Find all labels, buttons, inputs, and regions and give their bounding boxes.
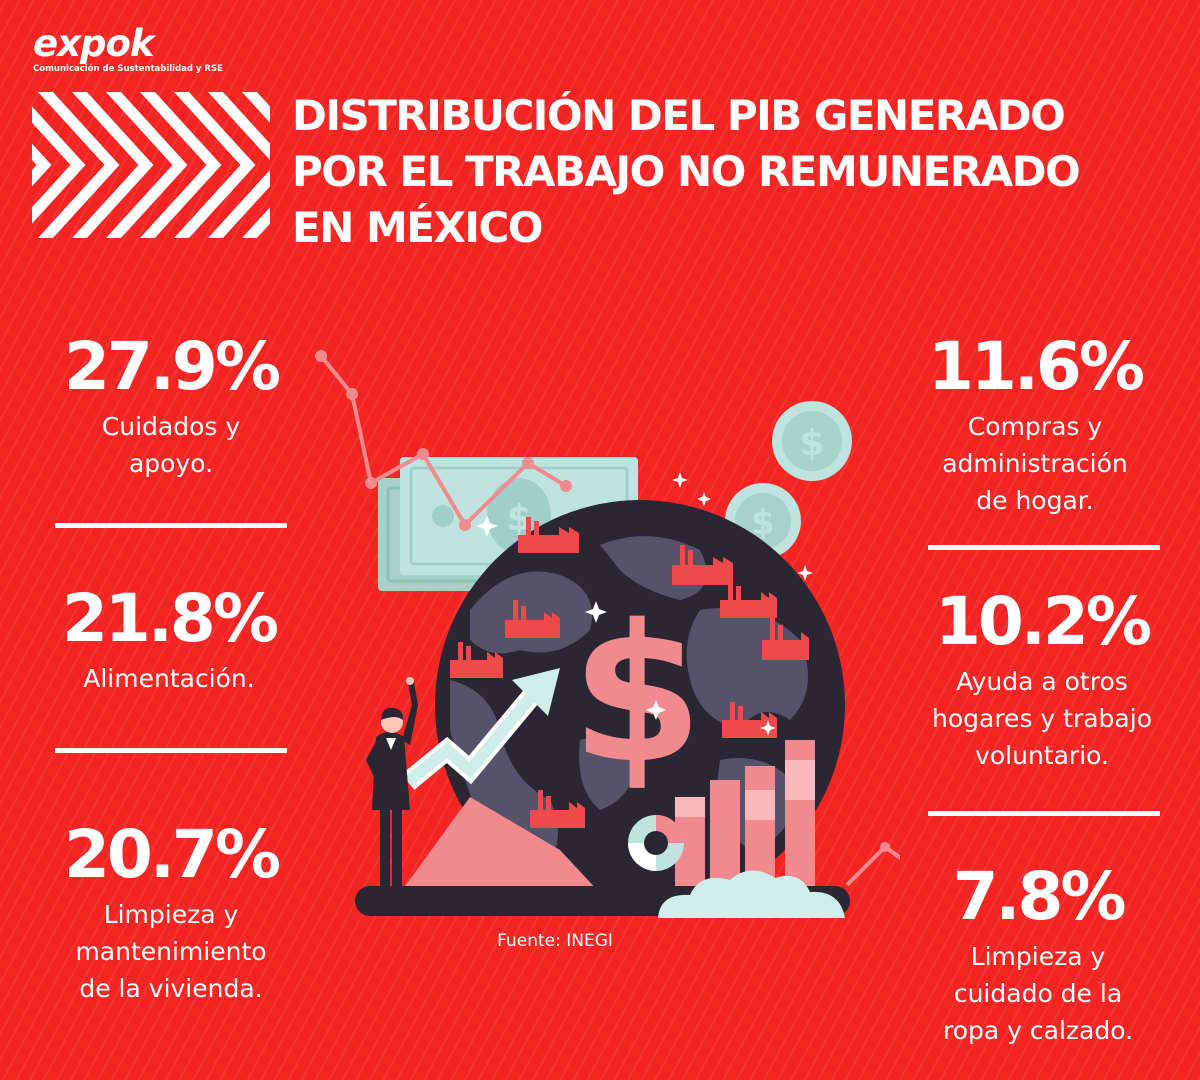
stat-label-line: voluntario. xyxy=(975,741,1109,770)
divider xyxy=(55,523,287,528)
title-line: POR EL TRABAJO NO REMUNERADO xyxy=(292,147,1081,196)
sparkle-icon xyxy=(476,472,813,736)
source-caption: Fuente: INEGI xyxy=(497,931,613,951)
stat-value: 20.7% xyxy=(64,816,281,893)
stat-compras: 11.6% Compras y administración de hogar. xyxy=(890,330,1180,519)
businessman-icon xyxy=(365,677,418,903)
donut-chart-icon xyxy=(628,815,684,871)
logo-tagline: Comunicación de Sustentabilidad y RSE xyxy=(33,64,223,74)
stat-alimentacion: 21.8% Alimentación. xyxy=(24,582,314,697)
factory-icon xyxy=(450,517,809,828)
stat-value: 27.9% xyxy=(64,328,281,405)
stat-label-line: Limpieza y xyxy=(103,900,239,929)
divider xyxy=(928,811,1160,816)
economy-globe-illustration: $ $ $ xyxy=(315,350,900,918)
dollar-sign-icon: $ xyxy=(571,584,703,805)
expok-logo: expok Comunicación de Sustentabilidad y … xyxy=(33,24,223,75)
stat-label-line: Limpieza y xyxy=(970,942,1106,971)
infographic-title: DISTRIBUCIÓN DEL PIB GENERADO POR EL TRA… xyxy=(292,88,1172,256)
stat-label-line: Cuidados y xyxy=(101,412,241,441)
trend-line-icon xyxy=(845,844,900,887)
stat-label-line: apoyo. xyxy=(128,449,214,478)
stat-label: Ayuda a otros hogares y trabajo voluntar… xyxy=(897,663,1187,774)
stat-label-line: cuidado de la xyxy=(953,979,1123,1008)
stat-label-line: mantenimiento xyxy=(75,937,267,966)
stat-limpieza-vivienda: 20.7% Limpieza y mantenimiento de la viv… xyxy=(26,818,316,1007)
title-line: DISTRIBUCIÓN DEL PIB GENERADO xyxy=(292,91,1066,140)
svg-text:$: $ xyxy=(571,584,703,805)
stat-value: 11.6% xyxy=(928,328,1145,405)
stat-label-line: ropa y calzado. xyxy=(942,1016,1134,1045)
stat-label: Alimentación. xyxy=(24,660,314,697)
coin-icon: $ xyxy=(772,401,852,481)
stat-label-line: Alimentación. xyxy=(83,664,255,693)
stat-label-line: Compras y xyxy=(967,412,1103,441)
stat-label: Limpieza y cuidado de la ropa y calzado. xyxy=(893,938,1183,1049)
stat-ayuda: 10.2% Ayuda a otros hogares y trabajo vo… xyxy=(897,585,1187,774)
chevron-pattern-icon xyxy=(32,92,270,238)
stat-cuidados: 27.9% Cuidados y apoyo. xyxy=(26,330,316,482)
cloud-shape xyxy=(658,870,845,918)
mountain-shape xyxy=(400,797,600,893)
logo-wordmark: expok xyxy=(33,22,154,65)
divider xyxy=(55,748,287,753)
stat-label: Compras y administración de hogar. xyxy=(890,408,1180,519)
title-line: EN MÉXICO xyxy=(292,203,543,252)
stat-label-line: administración xyxy=(942,449,1128,478)
stat-label: Limpieza y mantenimiento de la vivienda. xyxy=(26,896,316,1007)
divider xyxy=(928,545,1160,550)
stat-label-line: hogares y trabajo xyxy=(932,704,1152,733)
stat-label-line: de hogar. xyxy=(976,486,1094,515)
stat-value: 7.8% xyxy=(952,858,1126,935)
svg-text:$: $ xyxy=(799,423,824,464)
stat-label-line: de la vivienda. xyxy=(79,974,263,1003)
stat-value: 10.2% xyxy=(935,583,1152,660)
stat-label: Cuidados y apoyo. xyxy=(26,408,316,482)
stat-value: 21.8% xyxy=(62,580,279,657)
stat-limpieza-ropa: 7.8% Limpieza y cuidado de la ropa y cal… xyxy=(893,860,1183,1049)
rising-arrow-icon xyxy=(401,668,560,790)
stat-label-line: Ayuda a otros xyxy=(956,667,1128,696)
svg-text:$: $ xyxy=(751,503,775,543)
